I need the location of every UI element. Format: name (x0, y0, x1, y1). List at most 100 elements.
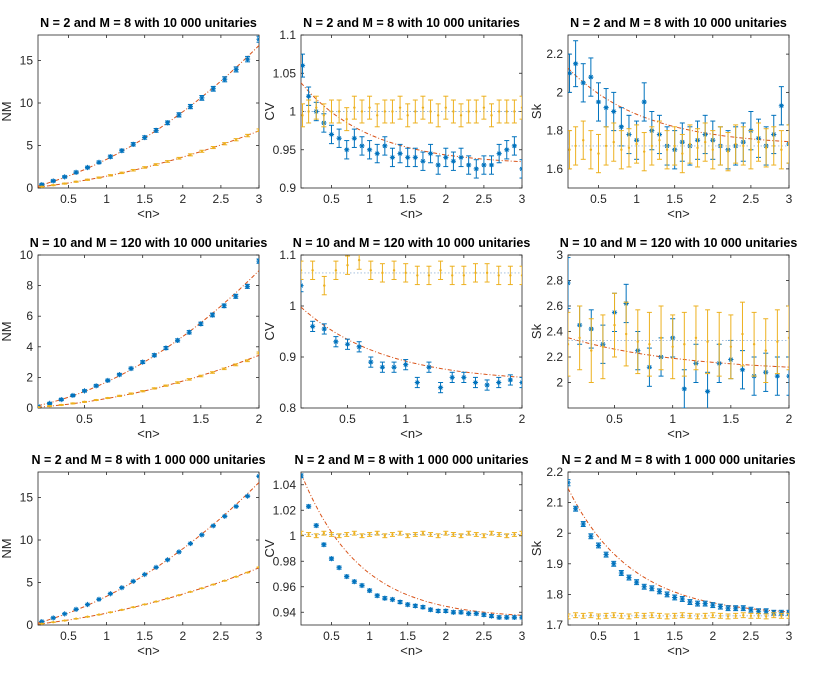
data-point (496, 532, 502, 537)
dot-marker (322, 114, 326, 117)
dot-marker (33, 623, 35, 625)
star-marker (519, 614, 522, 620)
dot-marker (582, 614, 585, 618)
data-point (488, 613, 495, 619)
data-point (50, 620, 56, 624)
star-marker (626, 574, 632, 581)
x-axis-label: <n> (137, 643, 159, 658)
chart-title: N = 10 and M = 120 with 10 000 unitaries (30, 236, 268, 250)
dot-marker (718, 343, 721, 346)
dot-marker (711, 614, 714, 617)
axes-box (300, 471, 523, 626)
series-orange (301, 95, 522, 132)
star-marker (426, 364, 432, 370)
data-point (473, 159, 479, 179)
data-point (603, 126, 609, 166)
dot-marker (153, 387, 156, 390)
dot-marker (462, 274, 466, 277)
chart-panel-5: N = 10 and M = 120 with 10 000 unitaries… (262, 236, 530, 441)
y-tick-label: 1 (289, 299, 296, 313)
star-marker (588, 533, 594, 539)
star-marker (435, 608, 441, 614)
star-marker (187, 540, 194, 547)
star-marker (450, 158, 457, 164)
data-point (151, 352, 157, 358)
data-point (496, 143, 502, 164)
star-marker (62, 174, 68, 180)
y-tick-label: 2.8 (546, 274, 563, 288)
star-marker (403, 362, 409, 368)
data-point (449, 265, 455, 286)
star-marker (50, 615, 56, 621)
x-axis-label: <n> (137, 206, 159, 221)
series-blue (568, 479, 789, 616)
star-marker (153, 564, 159, 570)
data-point (199, 149, 205, 153)
data-point (62, 619, 68, 622)
data-point (336, 128, 342, 148)
data-point (62, 611, 68, 617)
dot-marker (726, 615, 730, 618)
dot-marker (177, 594, 181, 597)
data-point (344, 140, 350, 160)
fit-curve-blue (301, 82, 522, 163)
dot-marker (673, 614, 676, 618)
dot-marker (315, 106, 318, 109)
dot-marker (381, 271, 384, 275)
data-point (595, 133, 601, 174)
y-tick-label: 1.04 (273, 478, 297, 492)
data-point (778, 130, 784, 170)
data-point (733, 612, 739, 619)
dot-marker (467, 532, 470, 535)
star-marker (105, 377, 111, 384)
data-point (778, 612, 784, 619)
y-tick-label: 1.6 (546, 162, 563, 176)
chart-panel-1: N = 2 and M = 8 with 10 000 unitaries 0.5… (0, 16, 263, 221)
data-point (105, 396, 111, 400)
data-point (496, 265, 502, 286)
data-point (374, 143, 380, 164)
plot-area (301, 255, 522, 394)
chart-title: N = 2 and M = 8 with 1 000 000 unitaries (561, 453, 795, 467)
x-tick-label: 1.5 (399, 629, 416, 643)
x-tick-label: 0.5 (590, 629, 607, 643)
star-marker (70, 392, 76, 399)
data-point (119, 585, 125, 591)
data-point (670, 314, 676, 380)
data-point (595, 82, 602, 122)
dot-marker (452, 110, 455, 113)
plot-area (301, 53, 522, 179)
axes-box (567, 34, 790, 189)
series-orange (568, 120, 789, 174)
data-point (256, 473, 259, 479)
data-point (649, 585, 655, 592)
dot-marker (414, 533, 417, 536)
dot-marker (97, 613, 101, 616)
dot-marker (444, 532, 447, 535)
star-marker (210, 523, 216, 529)
series-orange (38, 128, 259, 188)
dot-marker (780, 614, 783, 618)
dot-marker (369, 269, 372, 272)
data-point (672, 126, 678, 166)
chart-title: N = 2 and M = 8 with 1 000 000 unitaries (294, 453, 528, 467)
plot-area (38, 35, 259, 188)
chart-panel-3: N = 2 and M = 8 with 10 000 unitaries 0.5… (529, 16, 793, 221)
y-tick-label: 2 (556, 526, 563, 540)
fit-curve-orange (38, 354, 259, 408)
star-marker (681, 386, 687, 392)
data-point (70, 392, 76, 399)
data-point (725, 605, 731, 612)
star-marker (519, 166, 522, 172)
series-blue (568, 40, 789, 170)
star-marker (379, 364, 386, 370)
star-marker (50, 178, 56, 184)
data-point (321, 323, 327, 335)
dot-marker (582, 138, 585, 142)
data-point (186, 378, 192, 381)
data-point (511, 136, 517, 156)
star-marker (405, 154, 411, 160)
data-point (568, 613, 571, 620)
x-tick-label: 2.5 (476, 629, 493, 643)
y-tick-label: 0.8 (279, 401, 296, 415)
